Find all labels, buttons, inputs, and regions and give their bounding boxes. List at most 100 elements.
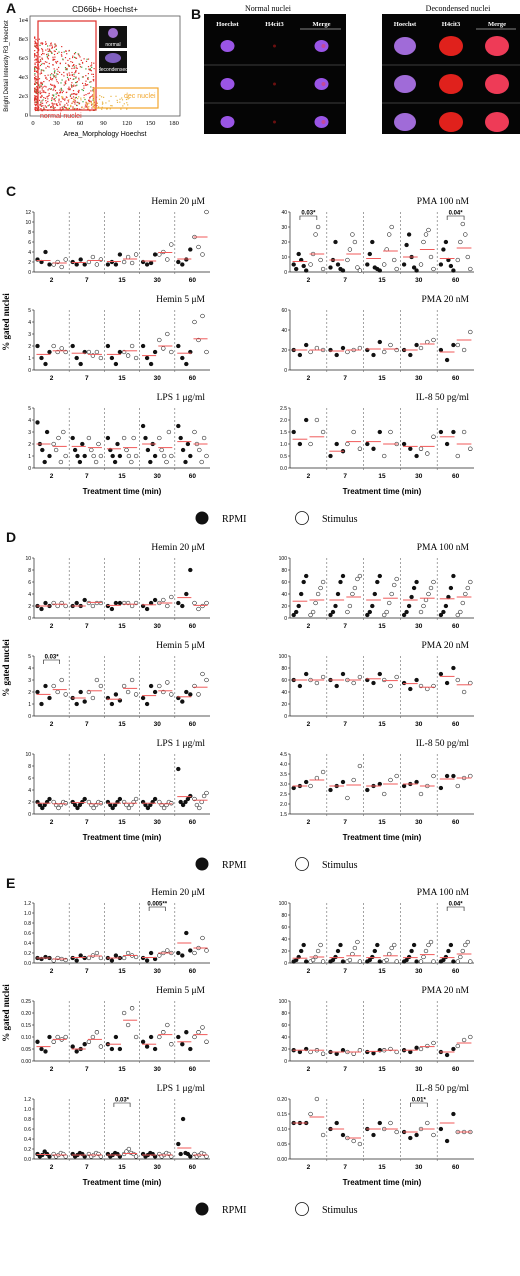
rpmi-point — [47, 1034, 52, 1040]
event-dot — [72, 96, 75, 98]
stimulus-point — [461, 1037, 467, 1043]
x-tick-label: 15 — [118, 721, 126, 728]
rpmi-point — [117, 600, 123, 606]
rpmi-point — [148, 950, 154, 956]
event-dot — [40, 63, 43, 65]
event-dot — [54, 72, 56, 74]
rpmi-point — [409, 948, 414, 954]
event-dot — [38, 66, 40, 68]
x-tick-label: 7 — [85, 1164, 89, 1171]
event-dot — [35, 46, 37, 48]
event-dot — [64, 106, 66, 108]
event-dot — [57, 82, 59, 84]
event-dot — [92, 96, 94, 98]
event-dot — [82, 101, 84, 103]
y-tick-label: 0.0 — [24, 1157, 31, 1163]
nucleus — [273, 82, 276, 86]
event-dot — [87, 58, 90, 60]
stimulus-point — [121, 259, 127, 265]
event-dot — [76, 108, 78, 110]
rpmi-point — [414, 268, 419, 273]
stimulus-point — [63, 1034, 68, 1040]
rpmi-point — [144, 355, 150, 361]
nucleus — [394, 37, 416, 55]
event-dot — [126, 96, 128, 98]
stimulus-point — [56, 435, 61, 441]
event-dot — [35, 104, 37, 106]
event-dot — [57, 104, 59, 107]
stimulus-point — [431, 579, 436, 585]
rpmi-point — [377, 339, 382, 345]
event-dot — [35, 42, 37, 44]
event-dot — [101, 108, 103, 110]
event-dot — [34, 91, 36, 93]
stimulus-point — [351, 777, 356, 783]
rpmi-point — [404, 242, 409, 248]
chart-D-1: Hemin 20 μM 0 2 4 6 8 10 2 7 15 30 60 — [25, 543, 210, 630]
event-dot — [34, 102, 36, 104]
x-tick-label: 2 — [307, 1066, 311, 1073]
event-dot — [44, 75, 46, 77]
chart-title: Hemin 5 μM — [156, 295, 205, 305]
x-tick-label: 30 — [415, 277, 423, 284]
stimulus-point — [59, 264, 64, 270]
y-tick-label: 4e3 — [19, 74, 28, 81]
x-tick-label: 30 — [154, 721, 162, 728]
stimulus-point — [165, 257, 170, 262]
stimulus-point — [98, 600, 104, 606]
stimulus-point — [463, 591, 468, 597]
event-dot — [75, 85, 77, 87]
x-tick-label: 60 — [189, 277, 197, 284]
stimulus-point — [200, 1025, 205, 1030]
event-dot — [35, 38, 37, 41]
stimulus-point — [59, 346, 64, 351]
rpmi-point — [188, 567, 193, 573]
y-tick-label: 2 — [28, 604, 31, 610]
event-dot — [72, 101, 74, 103]
chart-title: Hemin 20 μM — [151, 888, 205, 898]
event-dot — [61, 106, 63, 108]
column-header: H4cit3 — [265, 21, 284, 28]
rpmi-point — [113, 262, 119, 267]
y-tick-label: 80 — [281, 568, 287, 574]
rpmi-point — [43, 1049, 48, 1054]
event-dot — [41, 49, 44, 51]
rpmi-point — [140, 423, 146, 429]
event-dot — [89, 96, 91, 98]
stimulus-point — [314, 345, 320, 351]
event-dot — [35, 71, 38, 73]
event-dot — [65, 80, 67, 82]
column-header: Merge — [488, 21, 506, 28]
legend-stimulus-label: Stimulus — [322, 860, 358, 871]
rpmi-point — [443, 954, 449, 960]
stimulus-point — [388, 1120, 393, 1126]
stimulus-point — [121, 1010, 127, 1016]
event-dot — [73, 84, 75, 86]
x-axis-title: Treatment time (min) — [83, 487, 162, 496]
event-dot — [35, 61, 37, 63]
event-dot — [35, 109, 37, 111]
event-dot — [58, 51, 60, 53]
rpmi-point — [42, 459, 47, 465]
x-tick-label: 60 — [189, 968, 197, 975]
event-dot — [39, 64, 42, 67]
stimulus-point — [310, 609, 316, 615]
x-axis-title: Treatment time (min) — [343, 833, 422, 842]
rpmi-point — [183, 459, 188, 465]
event-dot — [46, 96, 48, 98]
event-dot — [42, 42, 44, 45]
event-dot — [34, 83, 36, 85]
event-dot — [76, 84, 78, 86]
event-dot — [80, 99, 82, 101]
chart-C-1: Hemin 20 μM 0 2 4 6 8 10 12 2 7 15 30 60 — [25, 197, 210, 284]
stimulus-point — [455, 257, 460, 263]
chart-title: IL-8 50 pg/ml — [416, 1084, 470, 1094]
stimulus-point — [90, 695, 96, 701]
event-dot — [50, 88, 52, 90]
x-tick-label: 2 — [50, 1066, 54, 1073]
event-dot — [64, 104, 66, 106]
stimulus-point — [196, 606, 201, 612]
nucleus — [439, 74, 463, 94]
y-tick-label: 0.8 — [24, 1117, 31, 1123]
x-tick-label: 15 — [378, 1066, 386, 1073]
